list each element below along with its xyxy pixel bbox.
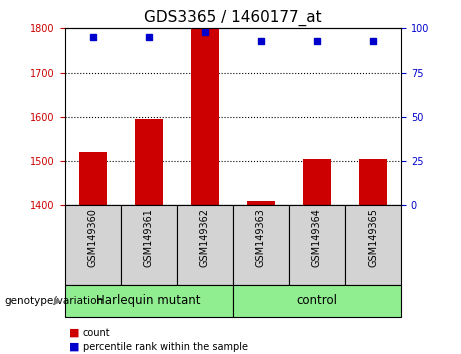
Text: GSM149363: GSM149363 (256, 208, 266, 267)
Bar (359, 159, 387, 205)
Text: GSM149361: GSM149361 (144, 208, 154, 267)
Text: ▶: ▶ (54, 296, 62, 306)
Text: GSM149360: GSM149360 (88, 208, 98, 267)
Bar (247, 201, 275, 205)
Bar (135, 119, 163, 205)
Text: ■: ■ (69, 328, 80, 338)
Bar (121, 205, 177, 285)
Bar (233, 285, 401, 317)
Text: Harlequin mutant: Harlequin mutant (96, 295, 201, 307)
Text: GSM149362: GSM149362 (200, 208, 210, 267)
Bar (303, 159, 331, 205)
Bar (65, 205, 121, 285)
Text: genotype/variation: genotype/variation (5, 296, 104, 306)
Bar (177, 205, 233, 285)
Text: GSM149364: GSM149364 (312, 208, 322, 267)
Text: percentile rank within the sample: percentile rank within the sample (83, 342, 248, 352)
Text: count: count (83, 328, 111, 338)
Text: GSM149365: GSM149365 (368, 208, 378, 267)
Bar (289, 205, 345, 285)
Bar (78, 152, 106, 205)
Text: control: control (296, 295, 337, 307)
Bar (345, 205, 401, 285)
Bar (65, 285, 233, 317)
Title: GDS3365 / 1460177_at: GDS3365 / 1460177_at (144, 9, 322, 25)
Bar (191, 28, 219, 205)
Bar (233, 205, 289, 285)
Text: ■: ■ (69, 342, 80, 352)
